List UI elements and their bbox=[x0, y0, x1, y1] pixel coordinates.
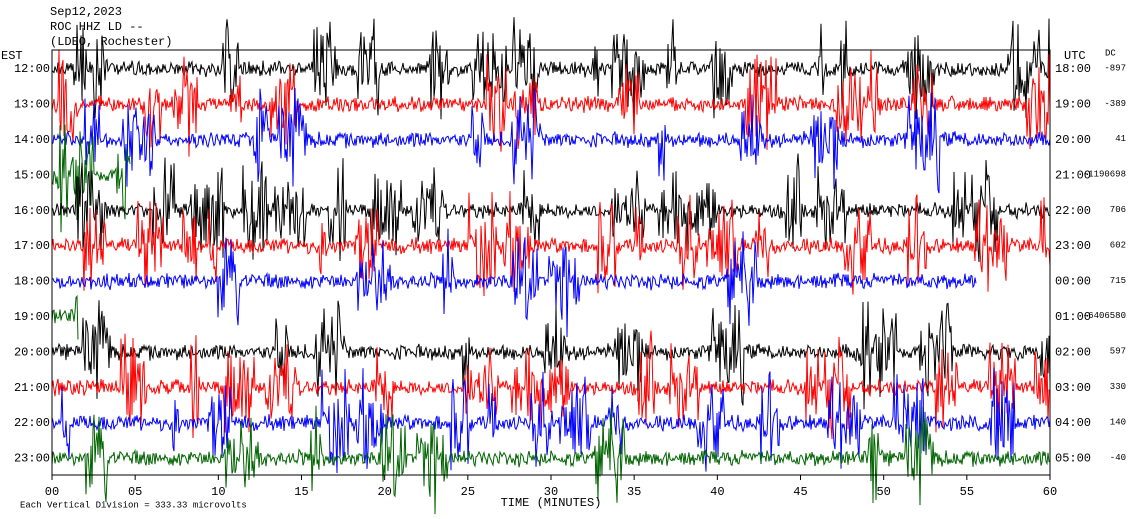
utc-label: 20:00 bbox=[1055, 133, 1091, 147]
est-label: 12:00 bbox=[14, 62, 50, 76]
trace bbox=[51, 153, 1050, 263]
x-tick-label: 00 bbox=[45, 485, 59, 499]
trace bbox=[51, 191, 1050, 297]
x-tick-label: 30 bbox=[544, 485, 558, 499]
utc-label: 23:00 bbox=[1055, 239, 1091, 253]
est-label: 19:00 bbox=[14, 310, 50, 324]
trace bbox=[51, 228, 977, 338]
est-label: 23:00 bbox=[14, 452, 50, 466]
dc-value: 715 bbox=[1110, 276, 1126, 286]
trace bbox=[51, 49, 1050, 157]
trace bbox=[51, 294, 79, 340]
x-tick-label: 25 bbox=[461, 485, 475, 499]
trace bbox=[51, 367, 1050, 474]
trace bbox=[51, 300, 1050, 410]
dc-value: -1190698 bbox=[1083, 170, 1126, 180]
dc-label: DC bbox=[1105, 48, 1116, 58]
x-tick-label: 35 bbox=[627, 485, 641, 499]
est-label: 13:00 bbox=[14, 98, 50, 112]
dc-value: -389 bbox=[1104, 99, 1126, 109]
est-label: 18:00 bbox=[14, 275, 50, 289]
utc-label: 04:00 bbox=[1055, 416, 1091, 430]
dc-value: 597 bbox=[1110, 347, 1126, 357]
trace bbox=[51, 87, 1050, 194]
x-axis-label: TIME (MINUTES) bbox=[501, 496, 602, 510]
dc-value: 706 bbox=[1110, 205, 1126, 215]
x-tick-label: 55 bbox=[960, 485, 974, 499]
utc-label: 00:00 bbox=[1055, 275, 1091, 289]
dc-value: 140 bbox=[1110, 417, 1126, 427]
est-label: 16:00 bbox=[14, 204, 50, 218]
station: ROC HHZ LD -- bbox=[50, 20, 144, 34]
x-tick-label: 10 bbox=[211, 485, 225, 499]
trace bbox=[51, 330, 1050, 440]
x-tick-label: 45 bbox=[793, 485, 807, 499]
est-label: 20:00 bbox=[14, 345, 50, 359]
utc-label: 22:00 bbox=[1055, 204, 1091, 218]
footnote: Each Vertical Division = 333.33 microvol… bbox=[20, 500, 247, 510]
trace bbox=[51, 124, 131, 233]
utc-label: 19:00 bbox=[1055, 98, 1091, 112]
utc-label: 02:00 bbox=[1055, 345, 1091, 359]
est-label: 14:00 bbox=[14, 133, 50, 147]
est-label: 22:00 bbox=[14, 416, 50, 430]
est-label: 17:00 bbox=[14, 239, 50, 253]
network: (LDEO, Rochester) bbox=[50, 35, 172, 49]
utc-label: 03:00 bbox=[1055, 381, 1091, 395]
dc-value: 41 bbox=[1115, 134, 1126, 144]
right-axis-label: UTC bbox=[1064, 49, 1086, 63]
dc-value: 330 bbox=[1110, 382, 1126, 392]
x-tick-label: 60 bbox=[1043, 485, 1057, 499]
trace bbox=[51, 405, 1050, 515]
dc-value: -40 bbox=[1110, 453, 1126, 463]
x-tick-label: 40 bbox=[710, 485, 724, 499]
dc-value: -6406580 bbox=[1083, 311, 1126, 321]
title: Sep12,2023 bbox=[50, 5, 122, 19]
x-tick-label: 05 bbox=[128, 485, 142, 499]
traces bbox=[51, 17, 1050, 515]
x-tick-label: 50 bbox=[876, 485, 890, 499]
utc-label: 21:00 bbox=[1055, 168, 1091, 182]
dc-value: 602 bbox=[1110, 240, 1126, 250]
utc-label: 01:00 bbox=[1055, 310, 1091, 324]
dc-value: -897 bbox=[1104, 63, 1126, 73]
trace bbox=[51, 17, 1050, 120]
left-axis-label: EST bbox=[1, 49, 23, 63]
est-label: 21:00 bbox=[14, 381, 50, 395]
est-label: 15:00 bbox=[14, 168, 50, 182]
x-tick-label: 20 bbox=[377, 485, 391, 499]
utc-label: 18:00 bbox=[1055, 62, 1091, 76]
x-tick-label: 15 bbox=[294, 485, 308, 499]
utc-label: 05:00 bbox=[1055, 452, 1091, 466]
